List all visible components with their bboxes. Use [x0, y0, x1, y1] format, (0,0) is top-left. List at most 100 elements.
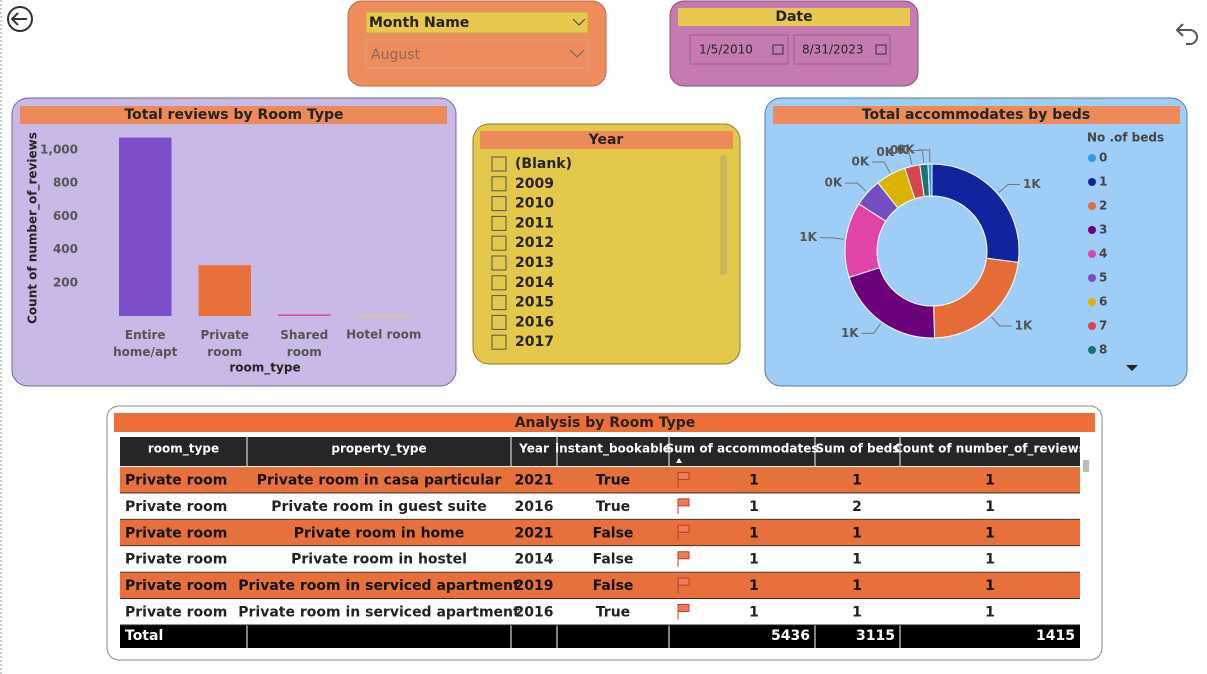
table-cell: True	[596, 605, 630, 621]
data-label: 0K	[890, 143, 908, 157]
month-slicer-header[interactable]	[365, 11, 589, 34]
legend-swatch	[1088, 274, 1096, 282]
y-tick-label: 1,000	[40, 143, 78, 157]
table-cell: 1	[749, 578, 759, 594]
checkbox[interactable]	[491, 255, 507, 271]
year-item: 2011	[515, 215, 554, 231]
table-cell: 2021	[515, 473, 554, 489]
checkbox[interactable]	[491, 314, 507, 330]
year-item: 2012	[515, 235, 554, 251]
bar-title-bar	[20, 106, 447, 124]
scrollbar[interactable]	[720, 155, 727, 275]
date-slicer-header	[678, 8, 910, 26]
table-cell: Private room	[125, 473, 227, 489]
table-cell: 1	[985, 525, 995, 541]
legend-entry: 6	[1099, 295, 1107, 309]
total-cell: Total	[125, 628, 163, 644]
legend-entry: 8	[1099, 343, 1107, 357]
legend-entry: 2	[1099, 199, 1107, 213]
checkbox[interactable]	[491, 235, 507, 251]
chevron	[569, 49, 585, 58]
legend-more[interactable]	[1126, 365, 1138, 371]
checkbox[interactable]	[491, 275, 507, 291]
year-slicer	[472, 123, 741, 365]
table-cell: False	[593, 552, 634, 568]
data-label: 0K	[852, 155, 870, 169]
column-header: Sum of beds	[816, 442, 900, 456]
flag-icon	[677, 604, 690, 620]
flag-icon	[677, 577, 690, 594]
donut-title-bar	[773, 106, 1180, 124]
column-header: instant_bookable	[555, 442, 671, 457]
flag-icon	[677, 524, 690, 541]
table-title-bar	[114, 413, 1095, 432]
leader-line	[861, 323, 881, 334]
calendar-icon	[875, 44, 887, 55]
table-scrollbar[interactable]	[1083, 460, 1089, 472]
checkbox[interactable]	[491, 295, 507, 311]
column-header: Year	[518, 442, 549, 456]
month-selected: August	[371, 47, 421, 63]
date-end: 8/31/2023	[802, 43, 864, 57]
table-cell: 2019	[515, 578, 554, 594]
table-cell: Private room	[125, 578, 227, 594]
year-item: 2014	[515, 275, 554, 291]
legend-entry: 7	[1099, 319, 1107, 333]
back-button[interactable]	[7, 6, 33, 32]
checkbox[interactable]	[491, 156, 507, 172]
table-cell: Private room in home	[294, 525, 465, 541]
year-item: (Blank)	[515, 156, 572, 172]
y-tick-label: 400	[53, 242, 78, 256]
date-end-input[interactable]	[793, 34, 891, 65]
data-label: 1K	[799, 230, 817, 244]
year-item: 2015	[515, 295, 554, 311]
table-cell: Private room	[125, 605, 227, 621]
checkbox[interactable]	[491, 334, 507, 350]
y-tick-label: 200	[53, 275, 78, 289]
table-row	[120, 519, 1080, 546]
table-row	[120, 493, 1080, 520]
table-cell: 2	[852, 499, 862, 515]
flag-icon	[677, 551, 690, 567]
checkbox[interactable]	[491, 196, 507, 212]
table-cell: 1	[749, 473, 759, 489]
table-cell: 2014	[515, 552, 554, 568]
legend-swatch	[1088, 154, 1096, 162]
month-dropdown[interactable]	[365, 39, 589, 69]
leader-line	[991, 316, 1012, 327]
table-cell: Private room	[125, 499, 227, 515]
bar	[119, 137, 172, 316]
column-header: Count of number_of_reviews	[894, 442, 1086, 457]
table-row	[120, 546, 1080, 573]
x-tick-label: Entire home/apt	[113, 328, 178, 359]
year-title: Year	[588, 132, 624, 148]
table-cell: Private room in guest suite	[271, 499, 487, 515]
x-tick-label: Shared room	[280, 328, 328, 359]
table-cell: 1	[852, 552, 862, 568]
bar-title: Total reviews by Room Type	[124, 107, 343, 123]
legend-swatch	[1088, 250, 1096, 258]
column-header: property_type	[331, 442, 426, 457]
table-cell: Private room in hostel	[291, 552, 467, 568]
table-cell: 1	[985, 605, 995, 621]
table-cell: 1	[852, 605, 862, 621]
column-header: room_type	[148, 442, 219, 457]
legend-entry: 4	[1099, 247, 1107, 261]
table-row	[120, 599, 1080, 625]
date-start-input[interactable]	[689, 34, 789, 65]
data-label: 1K	[841, 326, 859, 340]
undo-button[interactable]	[1175, 23, 1198, 45]
table-cell: Private room	[125, 525, 227, 541]
table-cell: False	[593, 578, 634, 594]
y-axis-title: Count of number_of_reviews	[26, 132, 41, 324]
table-cell: 1	[985, 499, 995, 515]
table-cell: 1	[749, 605, 759, 621]
data-label: 1K	[1015, 318, 1033, 332]
checkbox[interactable]	[491, 176, 507, 192]
year-item: 2013	[515, 255, 554, 271]
table-cell: 1	[852, 525, 862, 541]
legend-entry: 1	[1099, 175, 1107, 189]
x-axis-title: room_type	[229, 361, 300, 376]
checkbox[interactable]	[491, 215, 507, 231]
